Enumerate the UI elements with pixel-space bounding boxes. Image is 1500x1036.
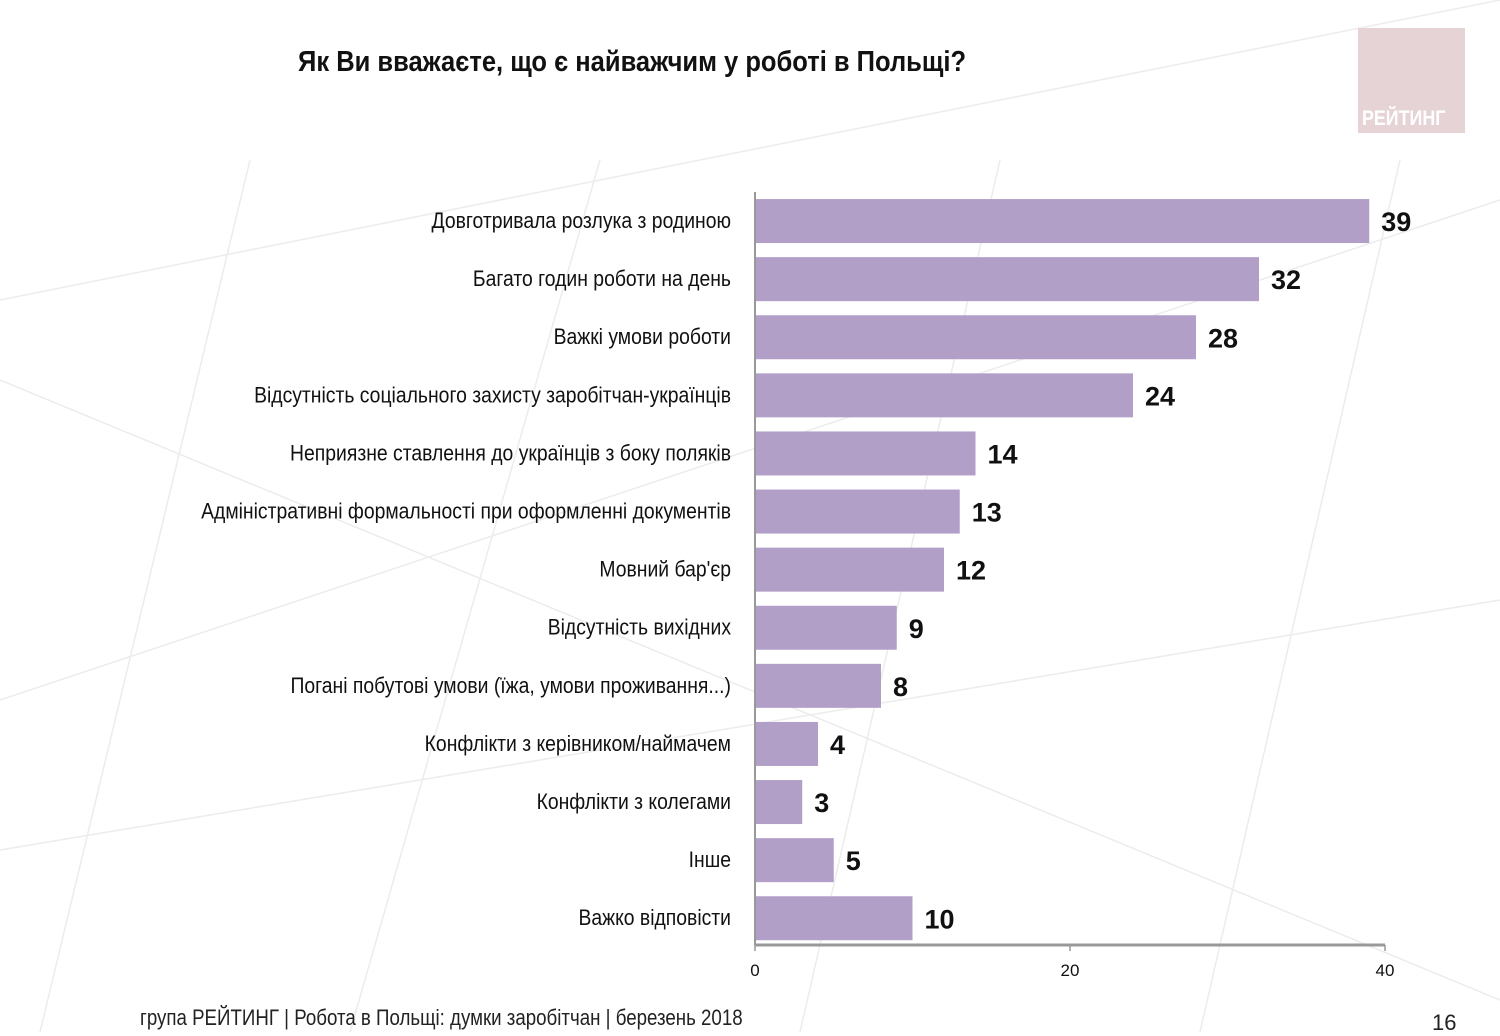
category-label: Інше [689,848,731,872]
category-label: Багато годин роботи на день [473,267,731,291]
value-label: 9 [909,614,924,644]
bar [755,780,803,825]
category-label: Важко відповісти [578,906,731,930]
category-label: Мовний бар'єр [599,558,731,582]
value-label: 28 [1208,323,1238,353]
bar [755,547,944,592]
value-label: 32 [1271,265,1301,295]
category-label: Погані побутові умови (їжа, умови прожив… [290,674,731,698]
category-label: Відсутність соціального захисту заробітч… [254,383,731,407]
chart-title: Як Ви вважаєте, що є найважчим у роботі … [298,46,967,78]
x-tick-label: 20 [1061,961,1080,980]
bar [755,896,913,941]
bar [755,373,1133,418]
bar [755,257,1259,302]
value-label: 24 [1145,381,1175,411]
x-tick-label: 40 [1376,961,1395,980]
value-label: 4 [830,730,845,760]
value-label: 12 [956,556,986,586]
category-label: Довготривала розлука з родиною [432,209,731,233]
rating-logo: РЕЙТИНГ [1358,28,1465,133]
value-label: 8 [893,672,908,702]
x-tick-label: 0 [750,961,759,980]
category-label: Конфлікти з колегами [537,790,731,814]
category-label: Відсутність вихідних [548,616,732,640]
value-label: 5 [846,846,861,876]
value-label: 10 [925,904,955,934]
logo-text: РЕЙТИНГ [1362,107,1446,130]
bar [755,489,960,534]
footer-text: група РЕЙТИНГ | Робота в Польщі: думки з… [140,1005,743,1030]
bar [755,315,1196,360]
category-label: Конфлікти з керівником/наймачем [425,732,731,756]
category-label: Адміністративні формальності при оформле… [201,499,731,523]
bar [755,431,976,476]
value-label: 14 [988,439,1018,469]
category-label: Неприязне ставлення до українців з боку … [290,441,731,465]
bar [755,663,881,708]
value-label: 3 [814,788,829,818]
page-number: 16 [1432,1010,1457,1035]
value-label: 39 [1381,207,1411,237]
bar [755,721,818,766]
value-label: 13 [972,498,1002,528]
bar [755,605,897,650]
bar [755,838,834,883]
bar [755,199,1370,244]
category-label: Важкі умови роботи [554,325,731,349]
